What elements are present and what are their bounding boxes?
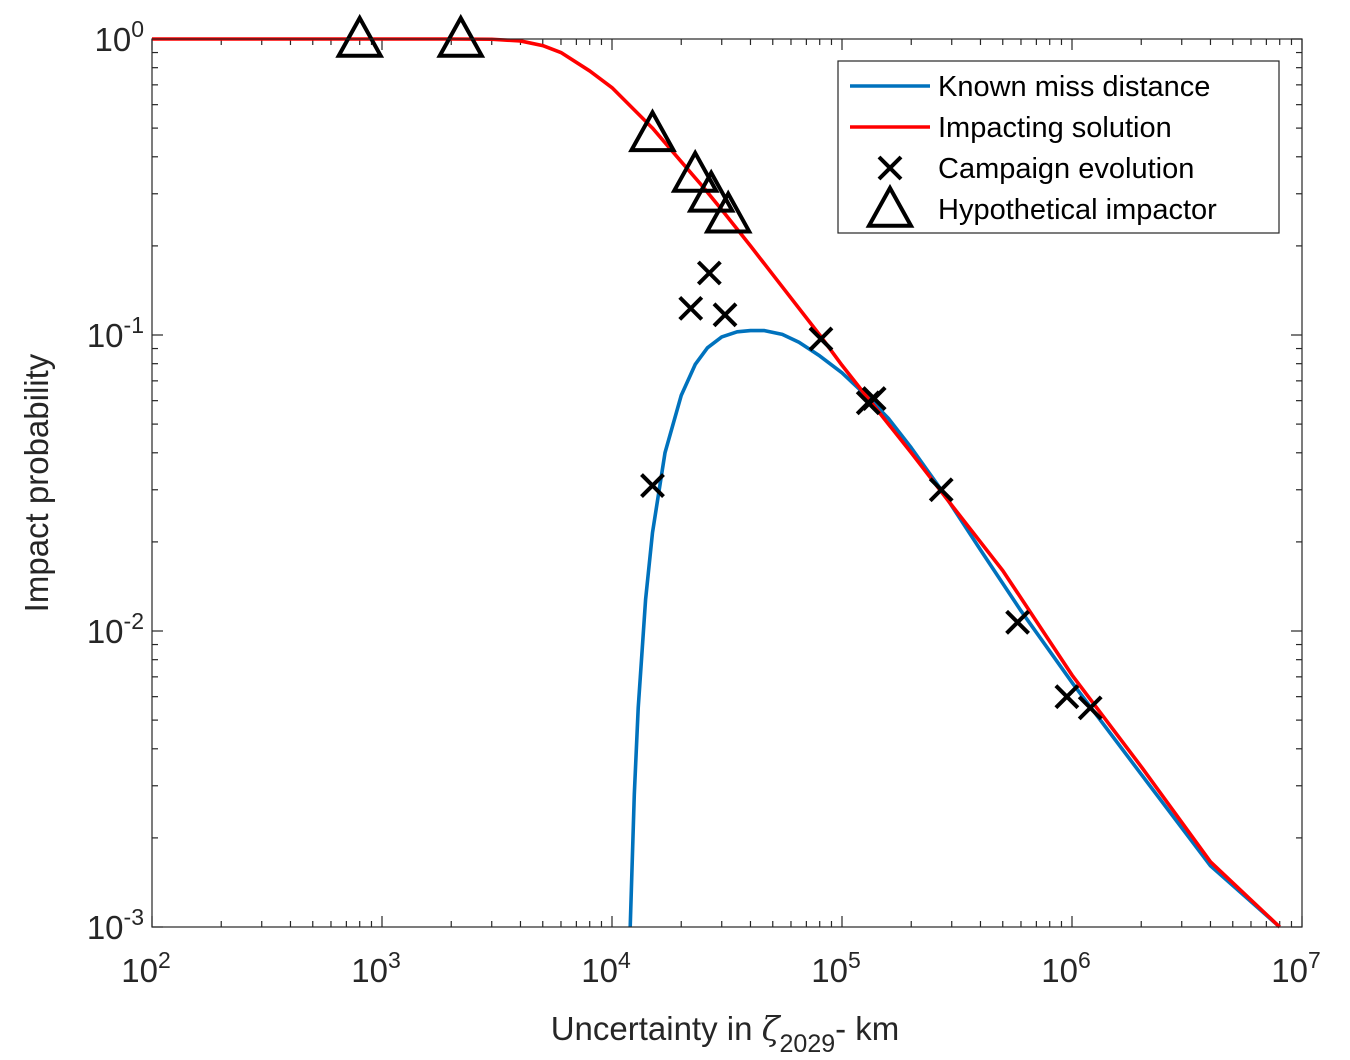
hypothetical-impactor-marker	[628, 108, 677, 153]
y-tick-label-exponent: -3	[124, 904, 144, 930]
campaign-evolution-marker	[640, 473, 665, 498]
x-tick-label-base: 10	[121, 952, 158, 989]
x-tick-label-base: 10	[1271, 952, 1308, 989]
campaign-evolution-marker	[1005, 609, 1031, 635]
x-tick-label: 107	[1271, 947, 1321, 989]
hypothetical-impactor-markers	[335, 13, 753, 234]
legend-entry: Impacting solution	[850, 112, 1172, 144]
y-tick-label-exponent: 0	[131, 16, 144, 42]
y-tick-label-base: 10	[87, 909, 124, 946]
campaign-evolution-markers	[640, 260, 1103, 721]
campaign-evolution-marker	[877, 155, 903, 181]
x-axis-label-suffix: - km	[835, 1010, 899, 1047]
x-tick-label: 106	[1041, 947, 1091, 989]
campaign-evolution-marker	[1077, 695, 1103, 721]
x-tick-label: 102	[121, 947, 171, 989]
x-tick-label-exponent: 3	[388, 947, 401, 973]
y-tick-label: 10-3	[87, 904, 144, 946]
legend-label: Known miss distance	[938, 71, 1210, 103]
campaign-evolution-marker	[696, 260, 722, 286]
y-tick-label-base: 10	[94, 21, 131, 58]
campaign-evolution-marker	[1054, 684, 1080, 710]
x-tick-label-exponent: 7	[1308, 947, 1321, 973]
hypothetical-impactor-marker	[865, 183, 915, 228]
known-miss-distance-line	[628, 328, 1281, 929]
campaign-evolution-marker	[678, 295, 704, 321]
y-tick-label-exponent: -1	[124, 312, 144, 338]
x-tick-label-base: 10	[1041, 952, 1078, 989]
legend-entry: Hypothetical impactor	[865, 183, 1217, 228]
legend-entry: Known miss distance	[850, 71, 1210, 103]
legend-box	[837, 60, 1280, 234]
x-tick-label-base: 10	[581, 952, 618, 989]
x-tick-label-exponent: 4	[618, 947, 631, 973]
y-tick-label-exponent: -2	[124, 608, 144, 634]
campaign-evolution-marker	[861, 386, 887, 411]
x-axis-label-prefix: Uncertainty in	[551, 1010, 762, 1047]
x-tick-label: 103	[351, 947, 401, 989]
y-tick-label-base: 10	[87, 317, 124, 354]
x-axis-label-subscript: 2029	[780, 1030, 836, 1058]
y-tick-label: 100	[94, 16, 144, 58]
y-tick-label-base: 10	[87, 613, 124, 650]
x-tick-label-base: 10	[351, 952, 388, 989]
x-tick-labels: 102 103 104 105 106 107	[121, 947, 1321, 989]
hypothetical-impactor-marker	[703, 189, 753, 234]
campaign-evolution-marker	[808, 326, 834, 352]
legend-label: Hypothetical impactor	[938, 194, 1217, 226]
x-axis-label: Uncertainty in ζ2029- km	[551, 1009, 900, 1058]
y-axis-label: Impact probability	[18, 353, 55, 612]
x-tick-label-exponent: 6	[1078, 947, 1091, 973]
hypothetical-impactor-marker	[335, 13, 385, 58]
campaign-evolution-marker	[712, 302, 738, 328]
series-layer	[152, 13, 1281, 929]
plot-frame	[151, 38, 1303, 928]
campaign-evolution-marker	[928, 477, 954, 503]
hypothetical-impactor-marker	[670, 148, 720, 193]
legend-label: Impacting solution	[938, 112, 1172, 144]
x-tick-label: 104	[581, 947, 631, 989]
x-axis-label-symbol: ζ	[762, 1009, 782, 1048]
x-tick-label-exponent: 2	[158, 947, 171, 973]
hypothetical-impactor-marker	[686, 168, 736, 213]
y-tick-label: 10-2	[87, 608, 144, 650]
x-tick-label-exponent: 5	[848, 947, 861, 973]
legend-entry: Campaign evolution	[877, 153, 1194, 185]
axis-ticks	[151, 38, 1303, 928]
y-tick-label: 10-1	[87, 312, 144, 354]
x-tick-label-base: 10	[811, 952, 848, 989]
legend-entries: Known miss distance Impacting solution Cam…	[850, 71, 1217, 228]
legend-label: Campaign evolution	[938, 153, 1194, 185]
hypothetical-impactor-marker	[436, 13, 486, 58]
legend: Known miss distance Impacting solution Cam…	[837, 60, 1280, 234]
x-tick-label: 105	[811, 947, 861, 989]
